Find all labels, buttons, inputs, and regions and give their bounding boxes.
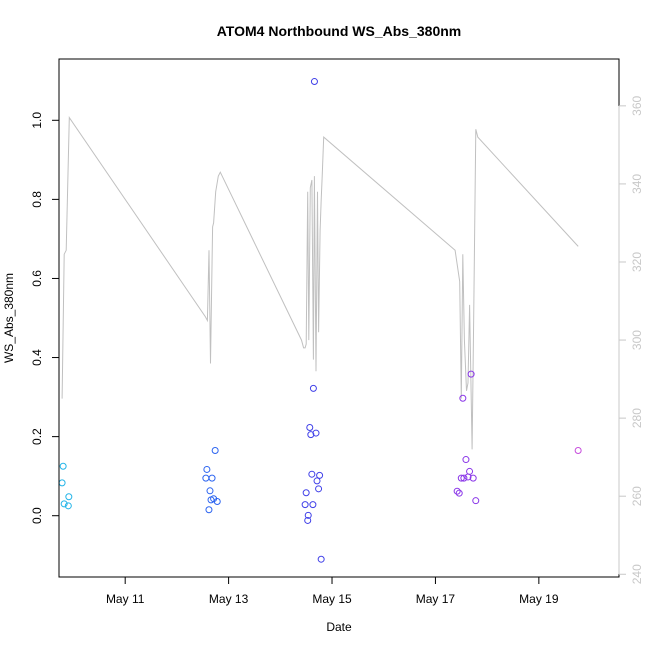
scatter-point	[65, 493, 73, 501]
scatter-point	[59, 462, 67, 470]
scatter-point	[58, 479, 66, 487]
scatter-point	[455, 489, 463, 497]
scatter-point	[205, 506, 213, 514]
chart-title: ATOM4 Northbound WS_Abs_380nm	[217, 23, 462, 39]
x-tick-label: May 15	[312, 592, 352, 606]
scatter-point	[313, 477, 321, 485]
scatter-point	[453, 487, 461, 495]
scatter-point	[213, 497, 221, 505]
y2-tick-label: 280	[630, 408, 644, 428]
scatter-point	[306, 424, 314, 432]
scatter-point	[469, 474, 477, 482]
scatter-point	[462, 456, 470, 464]
y-tick-label: 0.6	[30, 270, 44, 287]
x-tick-label: May 11	[106, 592, 145, 606]
y-axis-label: WS_Abs_380nm	[2, 273, 16, 363]
scatter-point	[312, 429, 320, 437]
scatter-point	[206, 487, 214, 495]
y2-tick-label: 260	[630, 486, 644, 506]
scatter-point	[301, 501, 309, 509]
scatter-point	[64, 502, 72, 510]
x-tick-label: May 19	[519, 592, 559, 606]
secondary-line-series	[61, 116, 579, 450]
scatter-point	[315, 485, 323, 493]
scatter-point	[304, 516, 312, 524]
y-tick-label: 1.0	[30, 112, 44, 129]
scatter-point	[317, 555, 325, 563]
scatter-series	[58, 78, 582, 563]
y2-tick-label: 360	[630, 96, 644, 116]
secondary-line	[61, 116, 579, 450]
y-tick-label: 0.4	[30, 349, 44, 366]
y2-tick-label: 320	[630, 252, 644, 272]
scatter-point	[60, 500, 68, 508]
scatter-point	[459, 394, 467, 402]
scatter-point	[574, 446, 582, 454]
scatter-point	[302, 489, 310, 497]
scatter-point	[304, 511, 312, 519]
scatter-point	[466, 467, 474, 475]
y-tick-label: 0.8	[30, 191, 44, 208]
x-axis: May 11 May 13 May 15 May 17 May 19	[106, 576, 559, 606]
scatter-point	[309, 501, 317, 509]
scatter-point	[316, 471, 324, 479]
y2-tick-label: 240	[630, 564, 644, 584]
y2-tick-label: 340	[630, 174, 644, 194]
x-tick-label: May 13	[209, 592, 249, 606]
scatter-point	[310, 78, 318, 86]
scatter-point	[202, 474, 210, 482]
scatter-point	[472, 497, 480, 505]
scatter-point	[208, 474, 216, 482]
y-tick-label: 0.2	[30, 428, 44, 445]
y-tick-label: 0.0	[30, 507, 44, 524]
y-axis: 0.0 0.2 0.4 0.6 0.8 1.0	[30, 112, 60, 524]
scatter-point	[203, 465, 211, 473]
scatter-point	[457, 474, 465, 482]
scatter-point	[467, 370, 475, 378]
scatter-point	[309, 384, 317, 392]
x-tick-label: May 17	[416, 592, 456, 606]
plot-frame	[58, 58, 620, 578]
x-axis-label: Date	[326, 620, 352, 634]
right-axis: 240 260 280 300 320 340 360	[618, 96, 644, 584]
scatter-point	[308, 470, 316, 478]
y2-tick-label: 300	[630, 330, 644, 350]
scatter-point	[211, 446, 219, 454]
scatter-point	[460, 474, 468, 482]
